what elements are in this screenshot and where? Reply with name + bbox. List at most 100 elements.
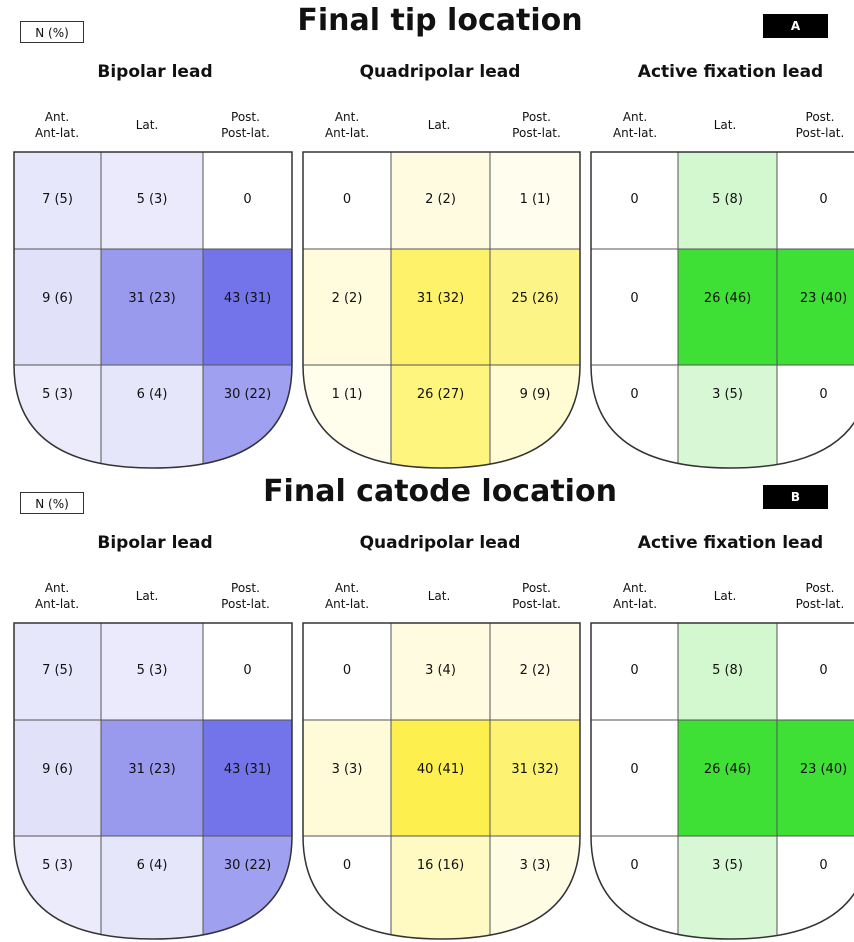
col-header: Post. Post-lat. [795, 110, 845, 140]
heatmap-cell [677, 719, 778, 837]
col-header: Lat. [427, 118, 451, 132]
col-header: Post. Post-lat. [512, 581, 561, 611]
cell-value: 0 [243, 192, 251, 207]
cell-value: 0 [819, 387, 827, 402]
heart-outline [302, 151, 581, 469]
cell-value: 0 [343, 858, 351, 873]
heatmap-cell [489, 719, 580, 837]
cell-value: 3 (5) [712, 387, 743, 402]
heatmap-cell [202, 248, 292, 366]
heatmap-cell [776, 623, 854, 721]
cell-value: 9 (6) [42, 762, 73, 777]
cell-value: 0 [630, 858, 638, 873]
cell-value: 0 [819, 192, 827, 207]
col-header: Lat. [135, 118, 159, 132]
cell-value: 3 (3) [520, 858, 551, 873]
col-header: Ant. Ant-lat. [612, 110, 658, 140]
heatmap-cell [677, 152, 778, 250]
cell-value: 31 (23) [128, 762, 175, 777]
lead-title-active-fixation: Active fixation lead [637, 62, 824, 82]
cell-value: 26 (27) [417, 387, 464, 402]
cell-value: 23 (40) [800, 762, 847, 777]
cell-value: 1 (1) [520, 192, 551, 207]
heart-diagram-active-fixation: 0 5 (8) 0 0 26 (46) 23 (40) 0 3 (5) 0 [590, 622, 854, 940]
panel-b: N (%) Final catode location B Bipolar le… [0, 471, 854, 942]
heart-outline [13, 622, 293, 940]
heatmap-cell [100, 364, 204, 468]
panel-letter-badge: B [763, 485, 828, 509]
heatmap-cell [489, 248, 580, 366]
cell-value: 0 [343, 663, 351, 678]
cell-value: 16 (16) [417, 858, 464, 873]
lead-title-bipolar: Bipolar lead [97, 533, 213, 553]
lead-title-quadripolar: Quadripolar lead [359, 62, 521, 82]
heatmap-cell [390, 248, 491, 366]
heatmap-cell [489, 152, 580, 250]
cell-value: 6 (4) [137, 387, 168, 402]
heatmap-cell [202, 719, 292, 837]
heatmap-cell [677, 248, 778, 366]
col-header: Ant. Ant-lat. [612, 581, 658, 611]
heatmap-cell [14, 152, 102, 250]
cell-value: 5 (3) [42, 387, 73, 402]
cell-value: 3 (5) [712, 858, 743, 873]
heart-diagram-bipolar: 7 (5) 5 (3) 0 9 (6) 31 (23) 43 (31) 5 (3) 6 (4)… [13, 151, 293, 469]
heatmap-cell [100, 719, 204, 837]
lead-title-quadripolar: Quadripolar lead [359, 533, 521, 553]
heart-diagram-quadripolar: 0 2 (2) 1 (1) 2 (2) 31 (32) 25 (26) 1 (1) 26 (2… [302, 151, 581, 469]
cell-value: 7 (5) [42, 663, 73, 678]
heart-diagram-quadripolar: 0 3 (4) 2 (2) 3 (3) 40 (41) 31 (32) 0 16 (16) 3 … [302, 622, 581, 940]
cell-value: 2 (2) [332, 291, 363, 306]
cell-value: 2 (2) [425, 192, 456, 207]
cell-value: 43 (31) [224, 762, 271, 777]
cell-value: 31 (32) [511, 762, 558, 777]
heatmap-cell [677, 835, 778, 939]
cell-value: 26 (46) [704, 762, 751, 777]
cell-value: 23 (40) [800, 291, 847, 306]
heart-outline [590, 151, 854, 469]
cell-value: 0 [630, 291, 638, 306]
heatmap-cell [390, 719, 491, 837]
col-header: Ant. Ant-lat. [34, 581, 80, 611]
heatmap-cell [677, 364, 778, 468]
cell-value: 3 (4) [425, 663, 456, 678]
lead-title-bipolar: Bipolar lead [97, 62, 213, 82]
col-header: Lat. [713, 589, 737, 603]
cell-value: 31 (23) [128, 291, 175, 306]
cell-value: 5 (8) [712, 663, 743, 678]
cell-value: 6 (4) [137, 858, 168, 873]
heatmap-cell [303, 152, 392, 250]
heatmap-cell [591, 248, 679, 366]
cell-value: 30 (22) [224, 387, 271, 402]
cell-value: 2 (2) [520, 663, 551, 678]
heatmap-cell [390, 835, 491, 939]
panel-letter-badge: A [763, 14, 828, 38]
heart-outline [590, 622, 854, 940]
heatmap-cell [14, 719, 102, 837]
cell-value: 31 (32) [417, 291, 464, 306]
n-percent-box: N (%) [20, 21, 84, 43]
cell-value: 0 [630, 192, 638, 207]
cell-value: 9 (9) [520, 387, 551, 402]
panel-a: N (%) Final tip location A Bipolar lead … [13, 3, 854, 469]
cell-value: 25 (26) [511, 291, 558, 306]
cell-value: 5 (3) [137, 192, 168, 207]
heart-outline [13, 151, 293, 469]
col-header: Ant. Ant-lat. [324, 110, 370, 140]
panel-title: Final catode location [263, 474, 617, 509]
cell-value: 1 (1) [332, 387, 363, 402]
col-header: Post. Post-lat. [221, 581, 270, 611]
heart-diagram-bipolar: 7 (5) 5 (3) 0 9 (6) 31 (23) 43 (31) 5 (3) 6 (4)… [13, 622, 293, 940]
heatmap-cell [100, 248, 204, 366]
cell-value: 40 (41) [417, 762, 464, 777]
cell-value: 5 (3) [137, 663, 168, 678]
n-percent-box: N (%) [20, 492, 84, 514]
cell-value: 0 [819, 663, 827, 678]
heatmap-cell [776, 719, 854, 837]
col-header: Ant. Ant-lat. [324, 581, 370, 611]
cell-value: 7 (5) [42, 192, 73, 207]
col-header: Post. Post-lat. [512, 110, 561, 140]
cell-value: 0 [630, 663, 638, 678]
heatmap-cell [776, 152, 854, 250]
lead-title-active-fixation: Active fixation lead [637, 533, 824, 553]
